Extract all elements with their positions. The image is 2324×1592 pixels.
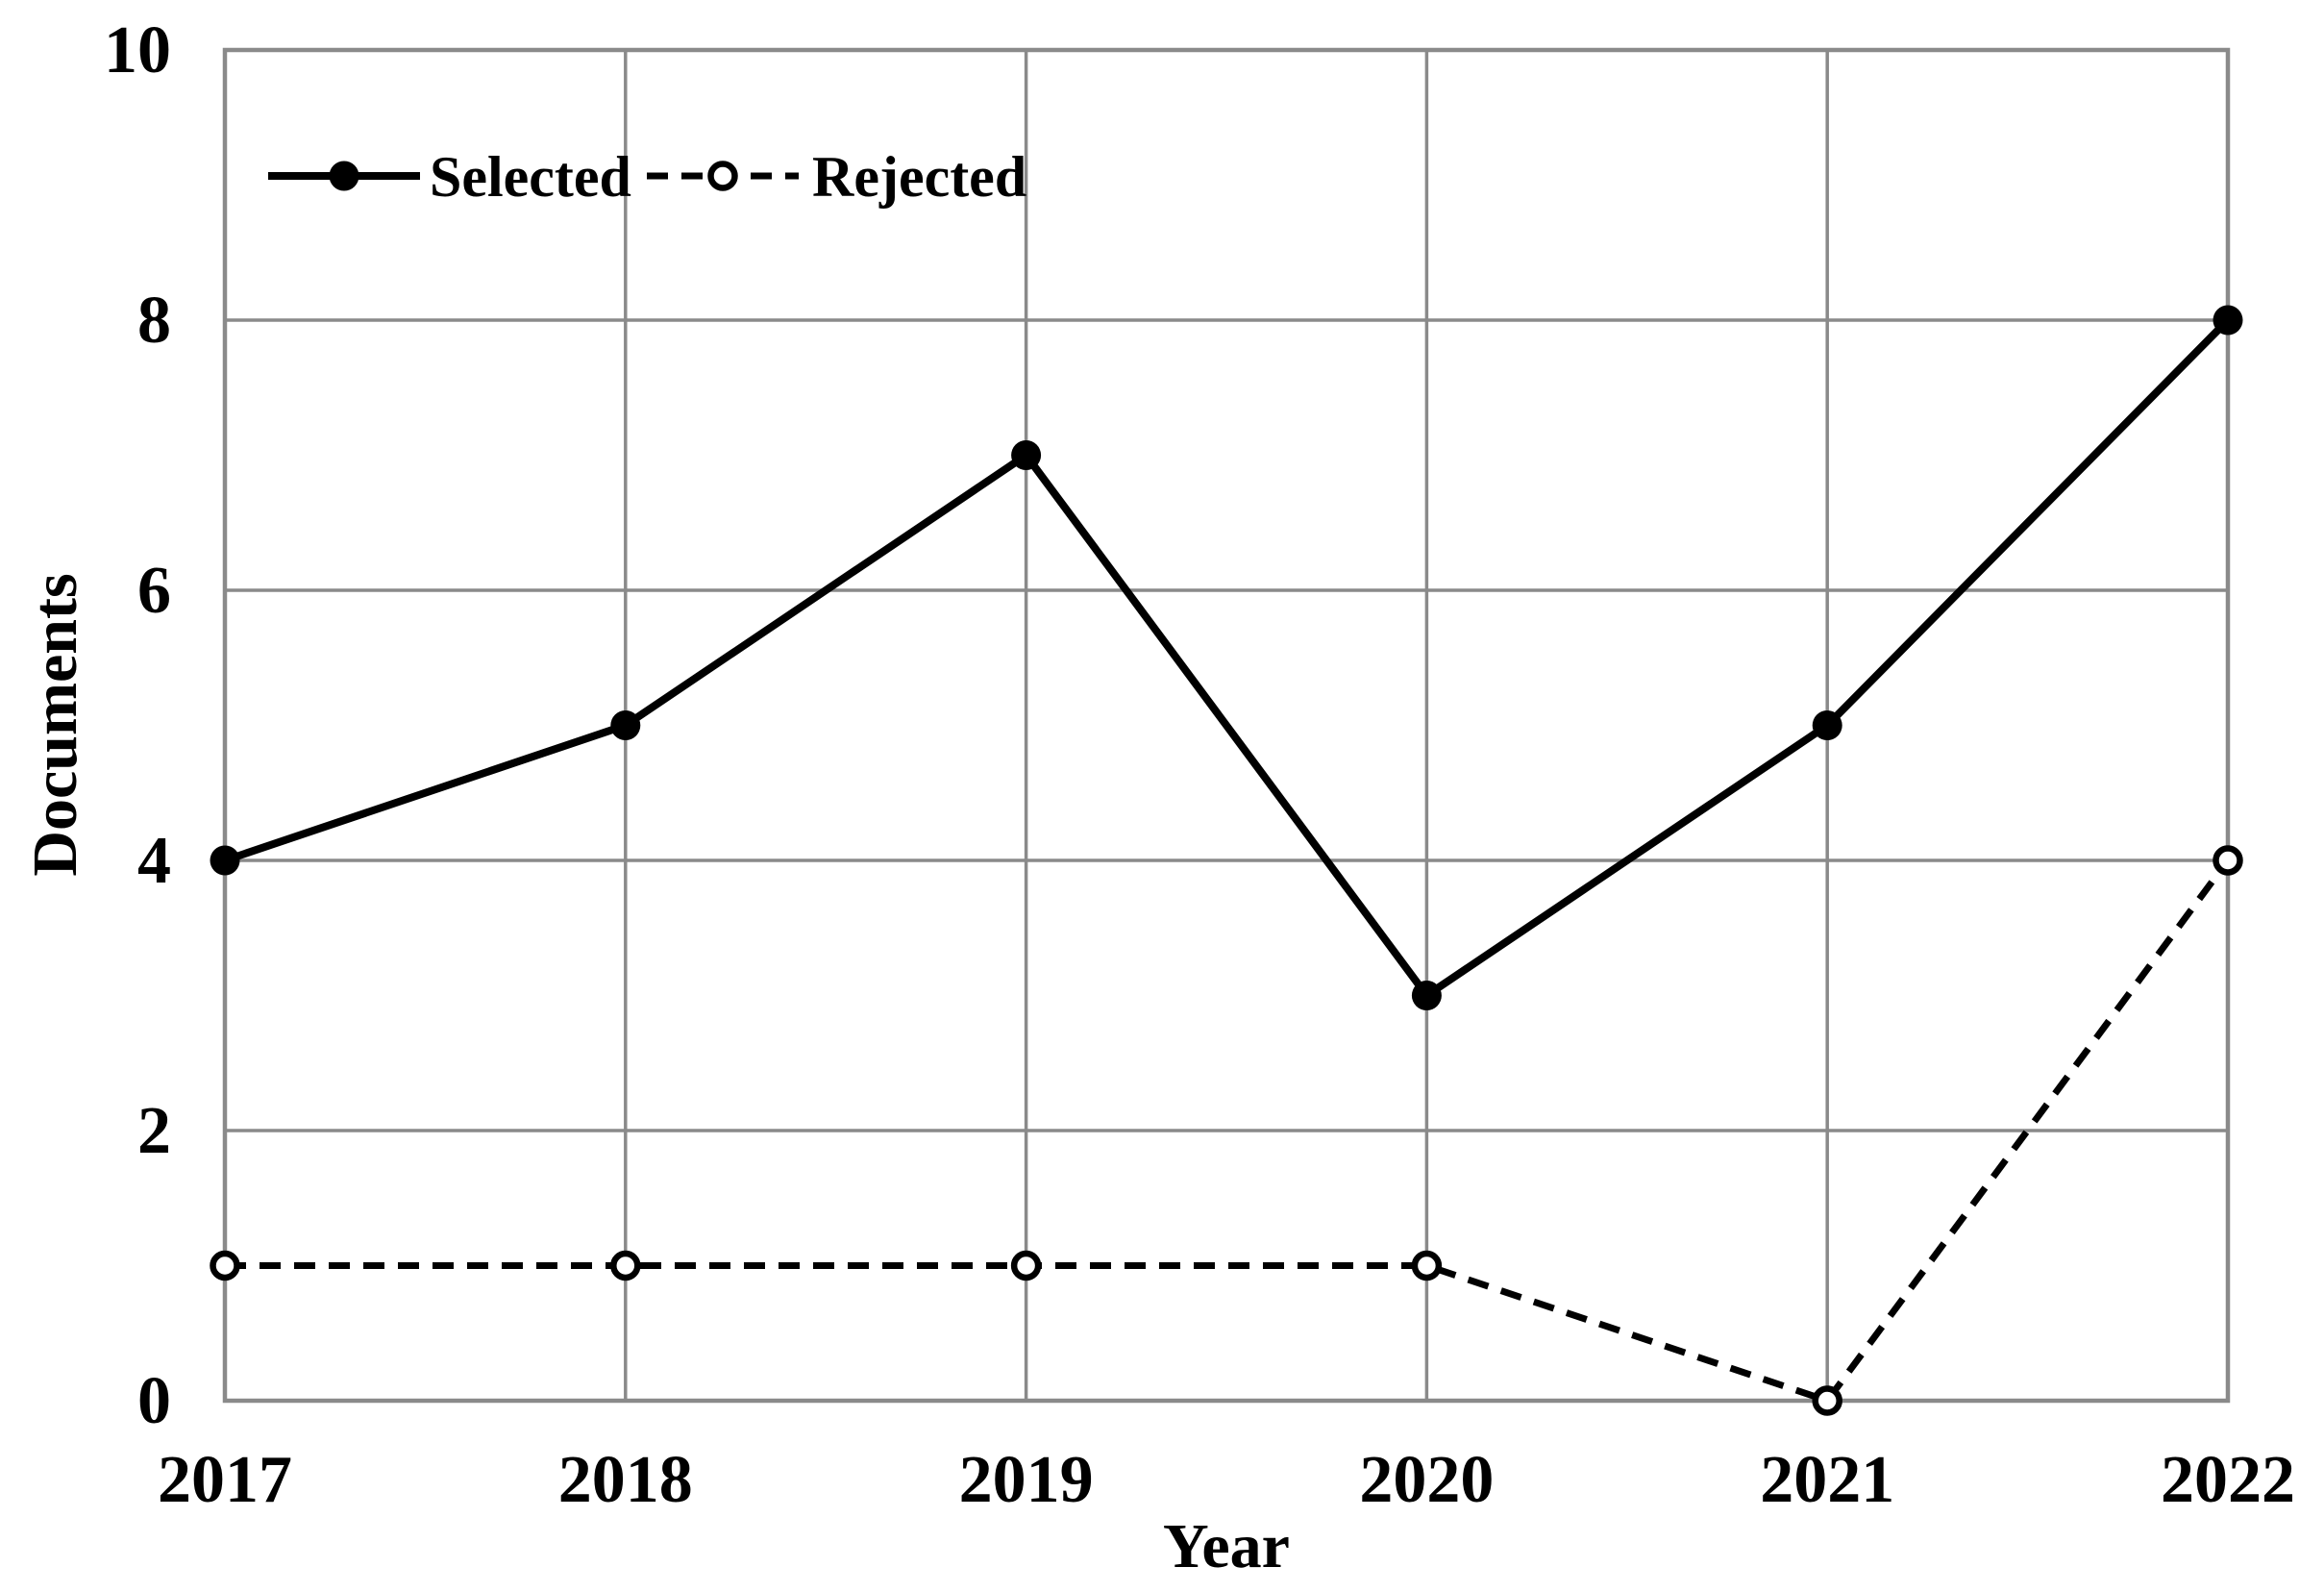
y-tick-label-2: 2	[137, 1094, 171, 1168]
data-point-rejected-2022	[2213, 845, 2243, 876]
legend-rejected-marker-icon	[707, 161, 738, 191]
x-tick-label-2019: 2019	[959, 1443, 1094, 1517]
data-point-selected-2018	[610, 710, 641, 740]
data-point-selected-2022	[2213, 305, 2243, 336]
legend-rejected-label: Rejected	[812, 145, 1026, 209]
y-axis-tick-labels: 0 2 4 6 8 10	[104, 13, 171, 1438]
legend-selected-label: Selected	[430, 145, 631, 209]
y-tick-label-6: 6	[137, 554, 171, 628]
legend-selected-marker-icon	[329, 161, 359, 191]
legend-item-rejected: Rejected	[647, 145, 1026, 209]
y-tick-label-4: 4	[137, 824, 171, 898]
data-point-selected-2021	[1812, 710, 1842, 740]
data-point-selected-2017	[210, 845, 240, 876]
data-point-rejected-2018	[610, 1250, 641, 1281]
y-tick-label-10: 10	[104, 13, 171, 87]
series-layer	[210, 305, 2243, 1416]
plot-border	[222, 47, 2231, 1404]
x-axis-tick-labels: 2017 2018 2019 2020 2021 2022	[158, 1443, 2295, 1517]
legend: Selected Rejected	[268, 145, 1026, 209]
legend-item-selected: Selected	[268, 145, 631, 209]
gridlines	[225, 50, 2228, 1401]
data-point-selected-2020	[1411, 981, 1442, 1010]
data-point-rejected-2020	[1411, 1250, 1443, 1281]
x-tick-label-2017: 2017	[158, 1443, 292, 1517]
x-axis-title: Year	[1163, 1511, 1290, 1581]
y-tick-label-8: 8	[137, 284, 171, 358]
y-tick-label-0: 0	[137, 1364, 171, 1438]
data-point-rejected-2021	[1812, 1385, 1842, 1416]
x-tick-label-2021: 2021	[1760, 1443, 1894, 1517]
data-point-rejected-2019	[1010, 1250, 1042, 1281]
series-line-rejected	[225, 858, 2231, 1405]
data-point-selected-2019	[1011, 440, 1042, 470]
series-line-selected	[223, 317, 2231, 1001]
x-tick-label-2022: 2022	[2161, 1443, 2295, 1517]
y-axis-title: Documents	[20, 573, 90, 876]
data-point-rejected-2017	[210, 1250, 240, 1281]
x-tick-label-2018: 2018	[558, 1443, 693, 1517]
x-tick-label-2020: 2020	[1359, 1443, 1494, 1517]
